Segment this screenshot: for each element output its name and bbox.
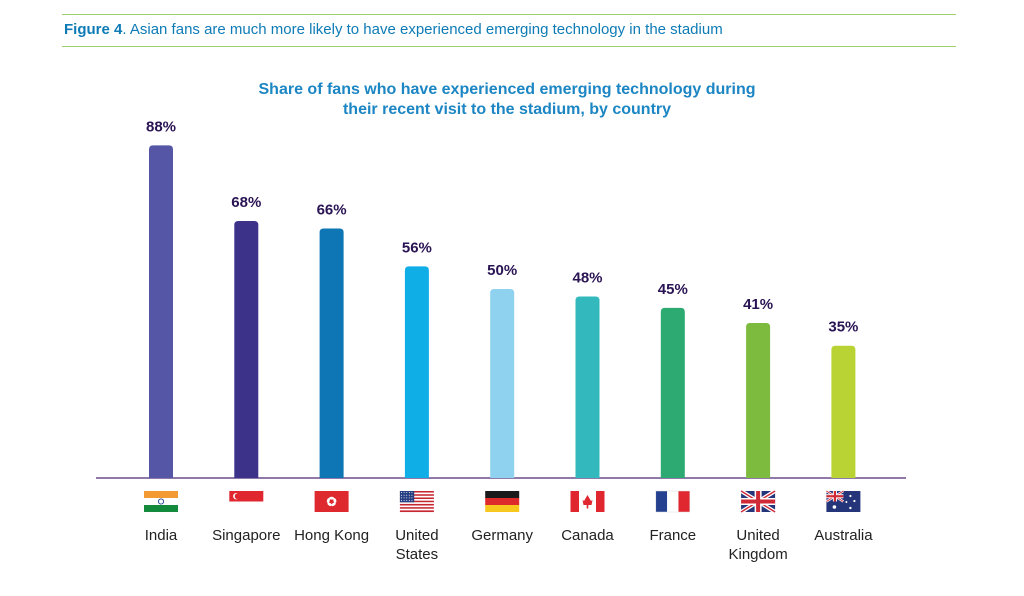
bar-3 xyxy=(404,266,429,478)
chart-title-line-2: their recent visit to the stadium, by co… xyxy=(342,101,672,118)
bar-5 xyxy=(575,296,600,478)
category-label-0: India xyxy=(145,527,178,544)
category-label-8: Australia xyxy=(814,527,873,544)
singapore-flag-icon xyxy=(229,491,264,512)
category-label-7: United Kingdom xyxy=(728,527,787,563)
bar-1 xyxy=(234,220,259,478)
hong-kong-flag-icon xyxy=(314,491,349,512)
france-flag-icon xyxy=(655,490,691,513)
value-label-8: 35% xyxy=(828,319,858,336)
india-flag-icon xyxy=(144,491,178,512)
canada-flag-icon xyxy=(570,491,605,512)
bar-8 xyxy=(831,345,856,478)
germany-flag-icon xyxy=(485,491,520,512)
figure-caption-text: . Asian fans are much more likely to hav… xyxy=(122,21,723,38)
usa-flag-icon xyxy=(399,491,434,513)
chart-title-line-1: Share of fans who have experienced emerg… xyxy=(258,81,756,98)
uk-flag-icon xyxy=(740,489,777,514)
figure-label: Figure 4 xyxy=(64,21,123,38)
value-label-5: 48% xyxy=(572,270,602,287)
bar-2 xyxy=(319,228,344,478)
category-label-6: France xyxy=(649,527,696,544)
category-label-2: Hong Kong xyxy=(294,527,369,544)
value-label-1: 68% xyxy=(231,194,261,211)
value-label-2: 66% xyxy=(317,202,347,219)
category-label-3: United States xyxy=(395,527,438,563)
value-label-4: 50% xyxy=(487,262,517,279)
bar-7 xyxy=(746,323,771,478)
chart-title: Share of fans who have experienced emerg… xyxy=(207,80,807,120)
bar-6 xyxy=(660,307,685,478)
category-label-1: Singapore xyxy=(212,527,280,544)
bar-4 xyxy=(490,289,515,478)
category-label-4: Germany xyxy=(471,527,533,544)
category-label-5: Canada xyxy=(561,527,614,544)
value-label-7: 41% xyxy=(743,296,773,313)
figure-caption: Figure 4. Asian fans are much more likel… xyxy=(64,21,723,38)
value-label-0: 88% xyxy=(146,118,176,135)
bar-0 xyxy=(149,145,173,479)
bottom-rule xyxy=(62,46,956,47)
value-label-3: 56% xyxy=(402,239,432,256)
value-label-6: 45% xyxy=(658,281,688,298)
top-rule xyxy=(62,14,956,15)
australia-flag-icon xyxy=(825,489,861,512)
